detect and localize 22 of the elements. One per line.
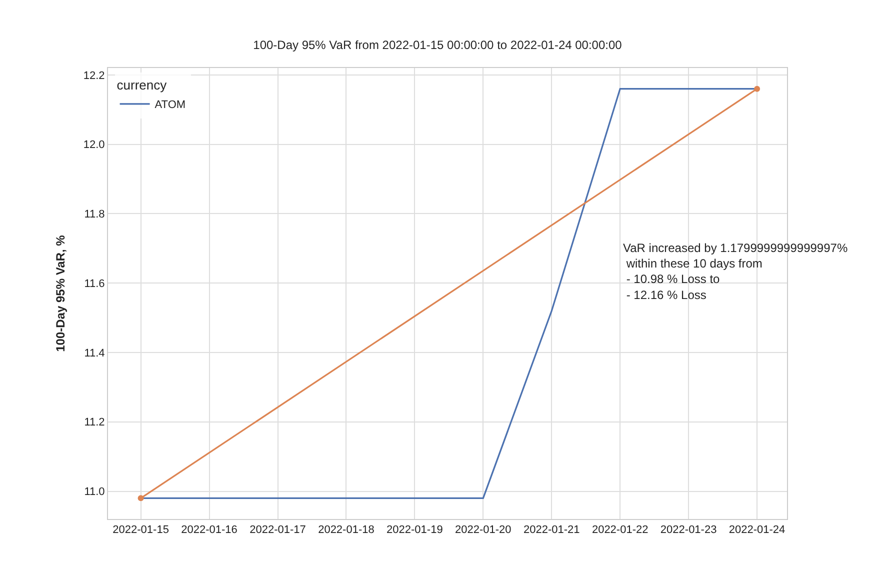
x-tick-label: 2022-01-24 (728, 524, 786, 536)
x-tick-label: 2022-01-19 (386, 524, 443, 536)
x-tick-label: 2022-01-22 (592, 524, 648, 536)
y-tick-label: 11.8 (84, 208, 105, 221)
y-axis-title: 100-Day 95% VaR, % (54, 234, 68, 352)
x-tick-label: 2022-01-15 (112, 524, 169, 536)
legend-title: currency (116, 77, 168, 92)
legend-label: ATOM (154, 99, 186, 112)
y-tick-label: 12.2 (83, 70, 105, 82)
y-tick-label: 11.4 (84, 347, 105, 360)
y-tick-label: 11.2 (84, 416, 105, 429)
annotation: VaR increased by 1.1799999999999997% within these 10 days from - 10.98 % Loss to - 12.16 % Loss (623, 241, 848, 302)
x-tick-label: 2022-01-20 (455, 524, 512, 536)
x-tick-label: 2022-01-16 (181, 524, 238, 536)
x-tick-label: 2022-01-18 (318, 524, 374, 536)
x-tick-label: 2022-01-17 (250, 524, 306, 536)
x-tick-label: 2022-01-21 (523, 524, 580, 536)
x-tick-label: 2022-01-23 (660, 524, 717, 536)
chart-title: 100-Day 95% VaR from 2022-01-15 00:00:00 to 2022-01-24 00:00:00 (253, 38, 622, 52)
y-tick-label: 11.0 (84, 486, 105, 498)
y-tick-label: 12.0 (83, 139, 105, 152)
y-tick-label: 11.6 (84, 278, 105, 290)
